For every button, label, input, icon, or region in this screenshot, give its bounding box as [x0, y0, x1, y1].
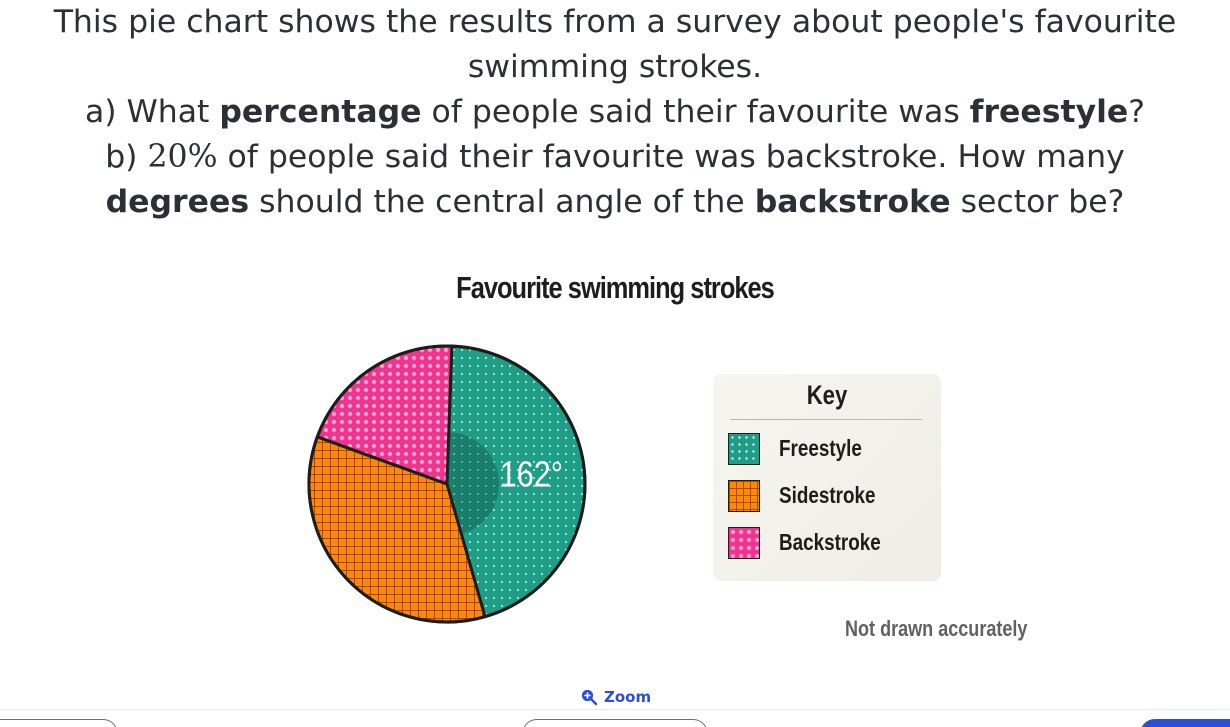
part-b-bold-backstroke: backstroke: [754, 184, 951, 220]
middle-action-button[interactable]: [522, 719, 708, 727]
zoom-label: Zoom: [604, 688, 652, 706]
legend-swatch-backstroke: [728, 527, 760, 559]
legend-swatch-freestyle: [728, 433, 760, 465]
legend-label-sidestroke: Sidestroke: [779, 482, 876, 508]
part-a-suffix: ?: [1128, 94, 1146, 130]
question-text: This pie chart shows the results from a …: [0, 0, 1230, 225]
question-part-b-line1: b) 20% of people said their favourite wa…: [0, 135, 1230, 180]
legend-label-freestyle: Freestyle: [779, 435, 862, 461]
part-a-bold-freestyle: freestyle: [969, 94, 1129, 130]
pie-outline: [307, 344, 587, 624]
bottom-divider: [0, 709, 1230, 710]
legend-divider: [730, 419, 922, 420]
part-a-bold-percentage: percentage: [219, 94, 422, 130]
part-b-middle: should the central angle of the: [249, 184, 755, 220]
legend-item-freestyle: Freestyle: [728, 433, 928, 467]
question-part-a: a) What percentage of people said their …: [0, 90, 1230, 135]
part-b-bold-degrees: degrees: [105, 184, 250, 220]
part-b-suffix: sector be?: [950, 184, 1125, 220]
question-part-b-line2: degrees should the central angle of the …: [0, 180, 1230, 225]
not-drawn-accurately-note: Not drawn accurately: [845, 616, 1028, 641]
zoom-button[interactable]: Zoom: [580, 686, 651, 708]
part-b-text: of people said their favourite was backs…: [217, 139, 1125, 175]
legend-label-backstroke: Backstroke: [779, 529, 881, 555]
part-a-middle: of people said their favourite was: [421, 94, 970, 130]
legend-item-backstroke: Backstroke: [728, 527, 928, 561]
legend-swatch-sidestroke: [728, 480, 760, 512]
pie-chart: 162°: [307, 344, 587, 624]
angle-marker-freestyle: [447, 432, 499, 534]
angle-label-freestyle: 162°: [500, 455, 563, 495]
question-intro-line1: This pie chart shows the results from a …: [53, 4, 1177, 40]
legend-box: Key Freestyle Sidestroke Backstroke: [713, 374, 941, 581]
part-b-prefix: b): [105, 139, 148, 175]
legend-item-sidestroke: Sidestroke: [728, 480, 928, 514]
part-a-prefix: a) What: [84, 94, 220, 130]
zoom-in-icon: [581, 689, 598, 706]
next-button[interactable]: [1140, 719, 1230, 727]
legend-title: Key: [806, 380, 848, 410]
previous-button[interactable]: [0, 719, 118, 727]
question-intro-line2: swimming strokes.: [467, 49, 763, 85]
chart-title: Favourite swimming strokes: [456, 270, 775, 305]
part-b-math-percent: 20%: [147, 139, 218, 175]
